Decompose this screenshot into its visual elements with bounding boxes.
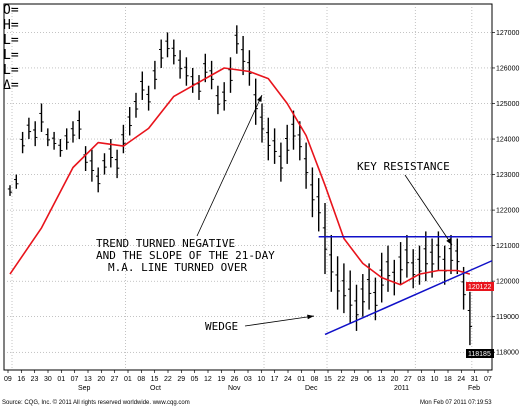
y-tick-label: 120000 xyxy=(496,279,519,286)
last-price-tag-background xyxy=(466,282,494,291)
trend-annotation-line-2: AND THE SLOPE OF THE 21-DAY xyxy=(96,249,275,262)
x-month-label: Feb xyxy=(468,385,480,392)
resistance-arrow xyxy=(404,174,453,246)
y-tick-label: 119000 xyxy=(496,314,519,321)
trend-annotation-line-1: TREND TURNED NEGATIVE xyxy=(96,237,235,250)
trend-annotation: TREND TURNED NEGATIVE AND THE SLOPE OF T… xyxy=(96,237,275,274)
y-tick-label: 124000 xyxy=(496,137,519,144)
footer-source: Source: CQG, Inc. © 2011 All rights rese… xyxy=(2,399,190,406)
x-month-label: 2011 xyxy=(394,385,409,392)
x-day-label: 09 xyxy=(4,376,12,383)
moving-average-21-day-line xyxy=(9,67,471,286)
last-price-tag: 120122 xyxy=(466,282,494,291)
x-day-label: 16 xyxy=(17,376,25,383)
x-day-label: 29 xyxy=(177,376,185,383)
x-day-label: 22 xyxy=(164,376,172,383)
x-day-label: 22 xyxy=(337,376,345,383)
last-low-tag-background xyxy=(466,349,494,358)
readout-open: O= xyxy=(3,3,19,18)
trend-annotation-line-3: M.A. LINE TURNED OVER xyxy=(108,261,247,274)
annotation-arrows xyxy=(196,94,453,327)
x-day-label: 27 xyxy=(404,376,412,383)
y-tick-label: 123000 xyxy=(496,172,519,179)
trend-arrow xyxy=(196,94,263,237)
y-tick-label: 125000 xyxy=(496,101,519,108)
x-day-label: 26 xyxy=(231,376,239,383)
x-day-label: 23 xyxy=(31,376,39,383)
x-day-label: 05 xyxy=(191,376,199,383)
y-axis: 127000 126000 125000 124000 123000 122000 1210… xyxy=(492,30,519,357)
x-day-label: 29 xyxy=(351,376,359,383)
wedge-arrow xyxy=(244,315,315,327)
readout-high: H= xyxy=(3,18,19,33)
x-day-label: 12 xyxy=(204,376,212,383)
x-month-label: Dec xyxy=(305,385,318,392)
x-day-label: 10 xyxy=(431,376,439,383)
last-price-tag-text: 120122 xyxy=(468,284,491,291)
wedge-label: WEDGE xyxy=(205,320,238,333)
x-day-label: 18 xyxy=(444,376,452,383)
x-day-label: 03 xyxy=(417,376,425,383)
x-day-label: 10 xyxy=(257,376,265,383)
readout-low-2: L= xyxy=(3,48,19,63)
y-tick-label: 126000 xyxy=(496,65,519,72)
trend-arrow-head xyxy=(257,95,262,102)
ohlc-readout: O= H= L= L= L= Δ= xyxy=(3,3,19,93)
x-axis: 09 16 23 30 01 07 13 20 27 01 08 15 22 29 05 12 19 26 03 10… xyxy=(4,370,492,392)
y-tick-label: 121000 xyxy=(496,243,519,250)
x-day-label: 15 xyxy=(324,376,332,383)
x-day-label: 06 xyxy=(364,376,372,383)
x-day-label: 15 xyxy=(151,376,159,383)
x-day-label: 24 xyxy=(284,376,292,383)
x-day-label: 03 xyxy=(244,376,252,383)
x-month-label: Oct xyxy=(150,385,161,392)
x-day-label: 01 xyxy=(57,376,65,383)
key-resistance-label: KEY RESISTANCE xyxy=(357,160,450,173)
x-day-label: 31 xyxy=(471,376,479,383)
x-day-label: 08 xyxy=(311,376,319,383)
x-day-label: 24 xyxy=(457,376,465,383)
readout-low-1: L= xyxy=(3,33,19,48)
y-tick-label: 127000 xyxy=(496,30,519,37)
x-day-label: 20 xyxy=(97,376,105,383)
y-tick-label: 118000 xyxy=(496,350,519,357)
ohlc-bars xyxy=(7,25,473,346)
x-day-label: 27 xyxy=(111,376,119,383)
x-day-label: 08 xyxy=(137,376,145,383)
x-day-label: 13 xyxy=(84,376,92,383)
x-month-label: Sep xyxy=(78,385,91,392)
resistance-arrow-head xyxy=(446,238,452,245)
x-day-label: 07 xyxy=(484,376,492,383)
x-day-label: 13 xyxy=(377,376,385,383)
y-tick-label: 122000 xyxy=(496,208,519,215)
x-day-label: 07 xyxy=(71,376,79,383)
x-month-label: Nov xyxy=(228,385,241,392)
x-day-label: 30 xyxy=(44,376,52,383)
wedge-support-line xyxy=(324,260,493,336)
last-low-tag-text: 118185 xyxy=(468,351,491,358)
readout-change: Δ= xyxy=(3,78,19,93)
last-low-tag: 118185 xyxy=(466,349,494,358)
x-day-label: 17 xyxy=(271,376,279,383)
x-day-label: 20 xyxy=(391,376,399,383)
x-day-label: 01 xyxy=(297,376,305,383)
x-day-label: 19 xyxy=(217,376,225,383)
readout-low-3: L= xyxy=(3,63,19,78)
wedge-arrow-head xyxy=(307,314,314,320)
x-day-label: 01 xyxy=(124,376,132,383)
footer-timestamp: Mon Feb 07 2011 07:19:53 xyxy=(420,400,492,406)
